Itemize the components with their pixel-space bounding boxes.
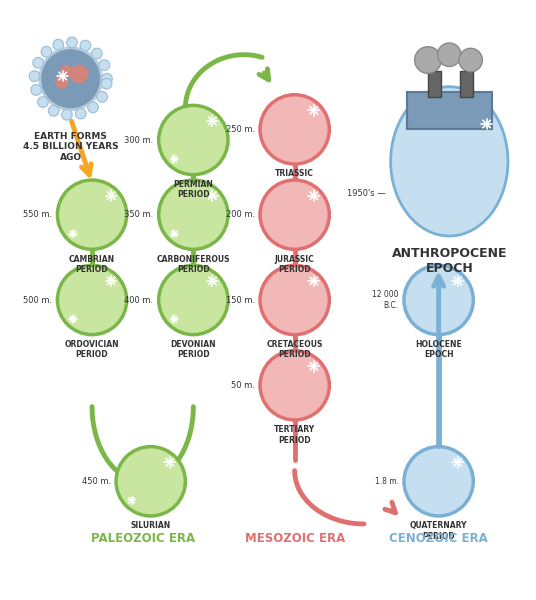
Text: QUATERNARY
PERIOD: QUATERNARY PERIOD [410,521,467,541]
Text: TERTIARY
PERIOD: TERTIARY PERIOD [274,425,315,445]
Circle shape [102,73,113,84]
Circle shape [92,48,102,59]
Text: CAMBRIAN
PERIOD: CAMBRIAN PERIOD [69,254,115,274]
Circle shape [62,109,72,120]
Text: 12 000
B.C.: 12 000 B.C. [372,290,399,310]
Text: 1950's —: 1950's — [347,189,385,198]
Circle shape [437,43,461,67]
Text: 500 m.: 500 m. [23,296,52,305]
Circle shape [260,180,329,250]
Circle shape [260,95,329,164]
Circle shape [99,60,110,70]
Circle shape [88,102,99,113]
Circle shape [55,75,69,89]
Circle shape [57,180,126,250]
Text: 150 m.: 150 m. [226,296,255,305]
Circle shape [159,180,228,250]
Text: EARTH FORMS
4.5 BILLION YEARS
AGO: EARTH FORMS 4.5 BILLION YEARS AGO [23,132,118,162]
Circle shape [38,97,48,107]
FancyBboxPatch shape [407,92,492,130]
Circle shape [404,265,473,335]
Circle shape [76,108,86,119]
Text: ORDOVICIAN
PERIOD: ORDOVICIAN PERIOD [65,340,120,359]
Text: 200 m.: 200 m. [226,210,255,219]
Text: CARBONIFEROUS
PERIOD: CARBONIFEROUS PERIOD [157,254,230,274]
FancyBboxPatch shape [428,71,441,97]
Text: 300 m.: 300 m. [124,136,153,145]
Text: PERMIAN
PERIOD: PERMIAN PERIOD [174,180,213,199]
Text: DEVONIAN
PERIOD: DEVONIAN PERIOD [170,340,216,359]
Circle shape [70,65,88,83]
Circle shape [97,92,107,102]
Circle shape [116,446,185,516]
Circle shape [61,65,71,76]
Text: PALEOZOIC ERA: PALEOZOIC ERA [91,532,195,545]
Text: 50 m.: 50 m. [231,381,255,390]
FancyBboxPatch shape [460,71,473,97]
Text: HOLOCENE
EPOCH: HOLOCENE EPOCH [415,340,462,359]
Text: TRIASSIC: TRIASSIC [275,169,314,178]
Circle shape [53,40,64,50]
Circle shape [415,47,441,73]
Text: CRETACEOUS
PERIOD: CRETACEOUS PERIOD [266,340,323,359]
Text: 1.8 m.: 1.8 m. [375,477,399,486]
Circle shape [80,40,91,51]
Circle shape [260,265,329,335]
Text: 400 m.: 400 m. [124,296,153,305]
Circle shape [41,46,52,57]
Text: 450 m.: 450 m. [81,477,111,486]
Text: 250 m.: 250 m. [226,125,255,134]
Text: SILURIAN: SILURIAN [131,521,171,530]
Circle shape [31,85,42,95]
Circle shape [101,79,112,89]
Circle shape [459,49,482,72]
Circle shape [29,71,40,82]
Text: 350 m.: 350 m. [124,210,153,219]
Circle shape [404,446,473,516]
Text: JURASSIC
PERIOD: JURASSIC PERIOD [275,254,315,274]
Ellipse shape [391,87,508,236]
Text: MESOZOIC ERA: MESOZOIC ERA [244,532,345,545]
Text: CENOZOIC ERA: CENOZOIC ERA [389,532,488,545]
Circle shape [260,350,329,420]
Circle shape [159,106,228,175]
Text: ANTHROPOCENE
EPOCH: ANTHROPOCENE EPOCH [391,247,507,275]
Circle shape [48,56,93,101]
Circle shape [66,37,77,48]
Circle shape [33,58,43,68]
Circle shape [57,265,126,335]
Circle shape [159,265,228,335]
Circle shape [48,106,59,116]
Text: 550 m.: 550 m. [23,210,52,219]
Circle shape [40,48,102,110]
